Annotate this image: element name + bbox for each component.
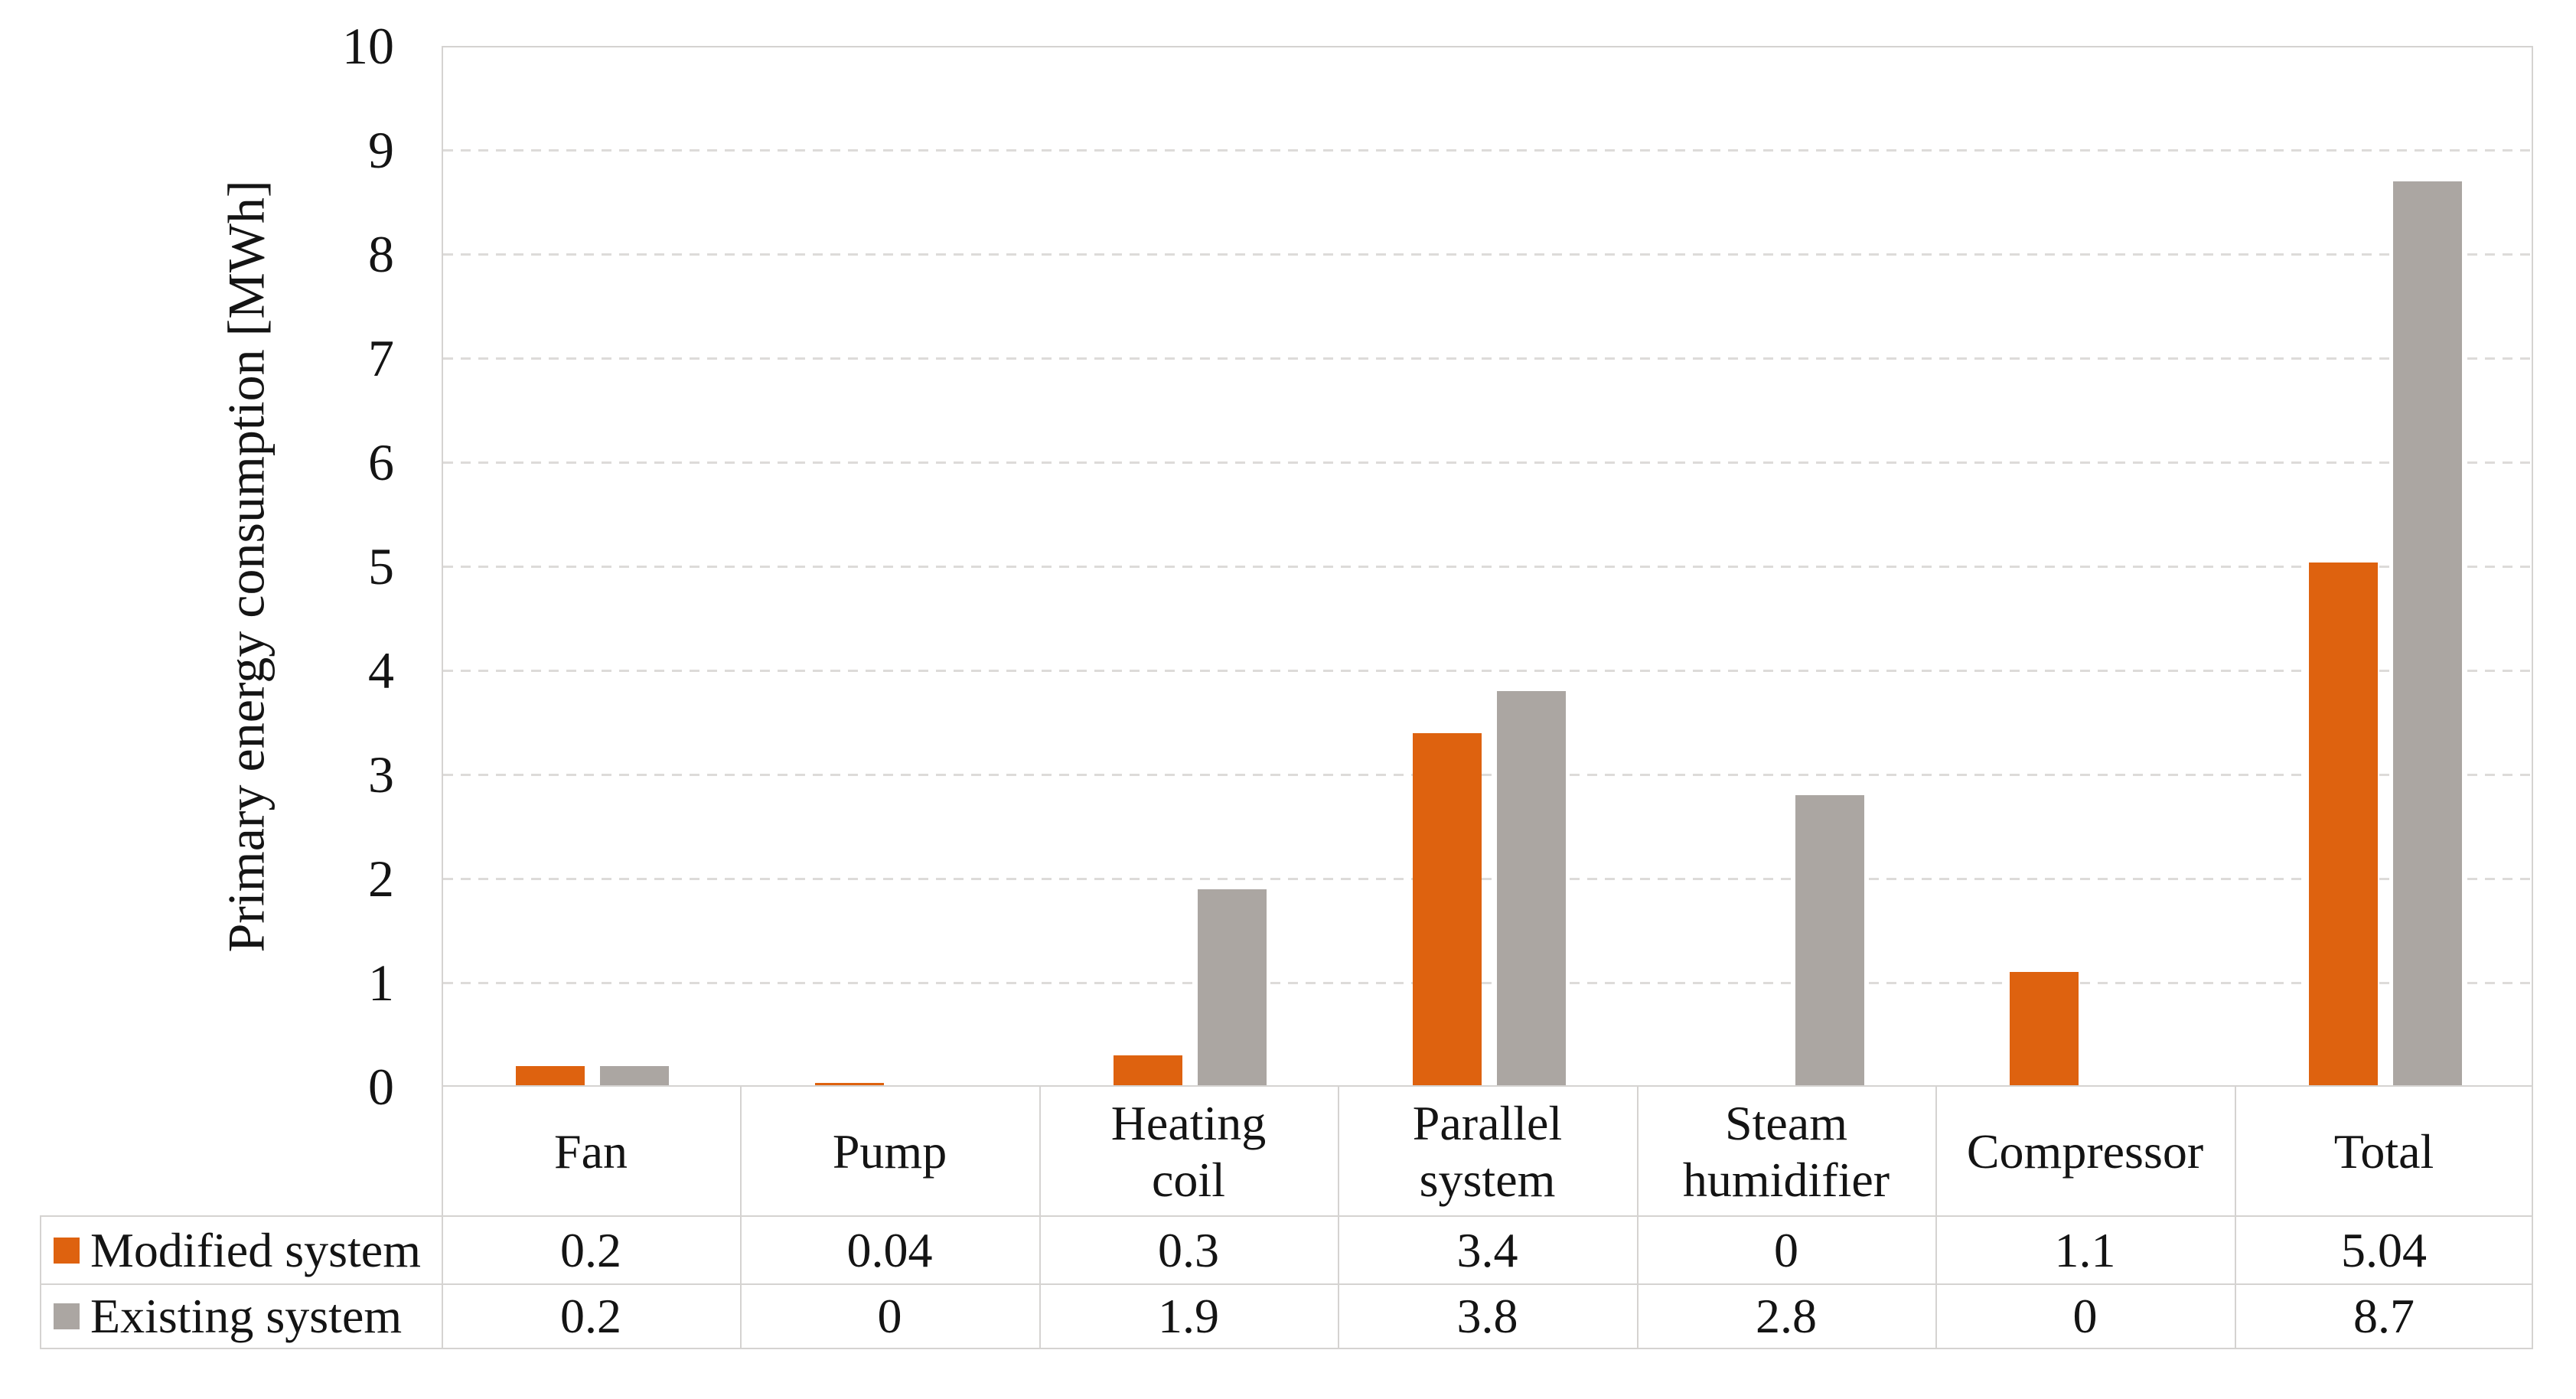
value-cell: 0.2 bbox=[560, 1222, 621, 1277]
y-tick-label: 2 bbox=[368, 850, 394, 908]
category-header-cell: Fan bbox=[554, 1124, 628, 1179]
bar-modified-system bbox=[1413, 733, 1482, 1087]
table-border-line bbox=[1637, 1087, 1639, 1349]
value-cell: 1.1 bbox=[2054, 1222, 2116, 1277]
gridline bbox=[443, 670, 2532, 672]
category-header-cell: Heating coil bbox=[1110, 1096, 1267, 1207]
y-tick-label: 8 bbox=[368, 225, 394, 283]
y-tick-label: 9 bbox=[368, 121, 394, 179]
legend-cell: Existing system bbox=[41, 1285, 442, 1348]
bar-existing-system bbox=[600, 1066, 669, 1087]
legend-label: Modified system bbox=[90, 1222, 421, 1277]
category-header-cell: Total bbox=[2333, 1124, 2434, 1179]
table-border-line bbox=[40, 1215, 41, 1349]
value-cell: 3.8 bbox=[1456, 1289, 1518, 1344]
plot-area bbox=[442, 46, 2533, 1087]
y-tick-label: 6 bbox=[368, 433, 394, 491]
bar-existing-system bbox=[2393, 181, 2462, 1087]
value-cell: 0 bbox=[2072, 1289, 2098, 1344]
table-border-line bbox=[40, 1215, 2533, 1217]
bar-modified-system bbox=[2010, 972, 2079, 1087]
value-cell: 8.7 bbox=[2353, 1289, 2415, 1344]
gridline bbox=[443, 357, 2532, 360]
table-border-line bbox=[1039, 1087, 1041, 1349]
value-cell: 5.04 bbox=[2341, 1222, 2427, 1277]
value-cell: 2.8 bbox=[1756, 1289, 1817, 1344]
category-header-cell: Compressor bbox=[1966, 1124, 2204, 1179]
gridline bbox=[443, 149, 2532, 152]
y-tick-label: 0 bbox=[368, 1058, 394, 1116]
value-cell: 0 bbox=[877, 1289, 902, 1344]
category-header-cell: Parallel system bbox=[1412, 1096, 1563, 1207]
y-tick-label: 1 bbox=[368, 954, 394, 1012]
table-border-line bbox=[442, 1085, 2533, 1087]
y-tick-label: 3 bbox=[368, 745, 394, 804]
y-tick-label: 10 bbox=[342, 17, 394, 75]
table-border-line bbox=[1935, 1087, 1937, 1349]
category-header-cell: Steam humidifier bbox=[1682, 1096, 1890, 1207]
bar-modified-system bbox=[815, 1083, 884, 1087]
value-cell: 0 bbox=[1774, 1222, 1798, 1277]
bar-modified-system bbox=[2309, 563, 2378, 1087]
table-border-line bbox=[2532, 1087, 2533, 1349]
table-border-line bbox=[40, 1283, 2533, 1285]
gridline bbox=[443, 982, 2532, 984]
legend-swatch-existing bbox=[54, 1303, 80, 1329]
legend-swatch-modified bbox=[54, 1237, 80, 1264]
bar-existing-system bbox=[1497, 691, 1566, 1087]
bar-modified-system bbox=[1114, 1055, 1182, 1087]
category-header-cell: Pump bbox=[832, 1124, 947, 1179]
table-border-line bbox=[740, 1087, 742, 1349]
bar-existing-system bbox=[1795, 795, 1864, 1087]
bar-modified-system bbox=[516, 1066, 585, 1087]
y-tick-label: 4 bbox=[368, 641, 394, 700]
value-cell: 1.9 bbox=[1158, 1289, 1219, 1344]
bar-existing-system bbox=[1198, 889, 1267, 1087]
y-tick-label: 5 bbox=[368, 537, 394, 595]
value-cell: 0.2 bbox=[560, 1289, 621, 1344]
table-border-line bbox=[40, 1348, 2533, 1349]
gridline bbox=[443, 566, 2532, 568]
table-border-line bbox=[442, 1087, 443, 1349]
y-tick-label: 7 bbox=[368, 329, 394, 387]
value-cell: 0.04 bbox=[846, 1222, 933, 1277]
legend-label: Existing system bbox=[90, 1289, 403, 1344]
gridline bbox=[443, 253, 2532, 256]
gridline bbox=[443, 461, 2532, 464]
table-border-line bbox=[2235, 1087, 2236, 1349]
value-cell: 0.3 bbox=[1158, 1222, 1219, 1277]
table-border-line bbox=[1338, 1087, 1339, 1349]
value-cell: 3.4 bbox=[1456, 1222, 1518, 1277]
legend-cell: Modified system bbox=[41, 1217, 442, 1283]
gridline bbox=[443, 774, 2532, 776]
gridline bbox=[443, 878, 2532, 880]
